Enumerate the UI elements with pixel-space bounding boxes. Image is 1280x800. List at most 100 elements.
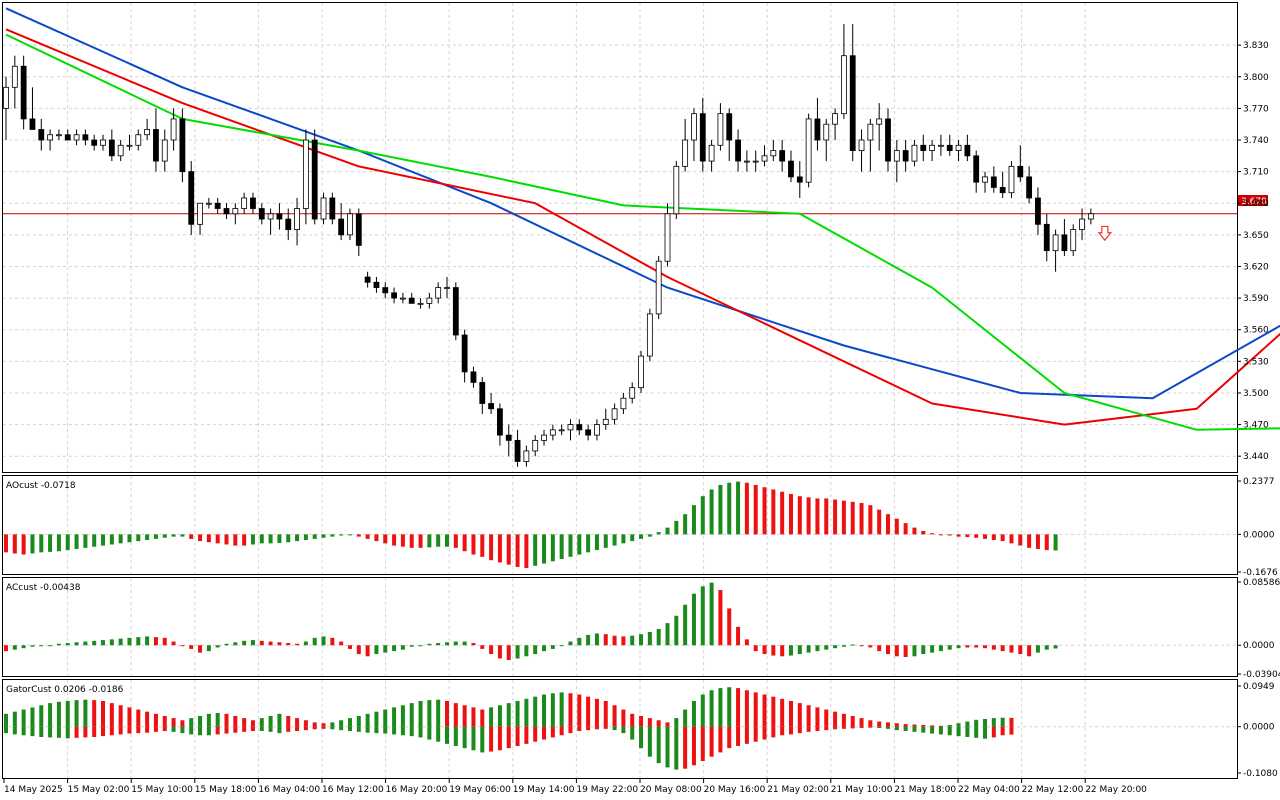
y-tick-label: 0.0949 <box>1243 682 1275 692</box>
bull-candle-body <box>673 165 680 215</box>
candle <box>188 161 195 235</box>
gator-lower-bar <box>550 726 555 738</box>
bear-candle-body <box>1026 176 1033 199</box>
bull-candle-body <box>347 213 353 236</box>
gator-lower-bar <box>965 726 970 737</box>
ao-bar <box>171 534 176 537</box>
candle <box>1079 208 1085 241</box>
bear-candle-body <box>849 55 856 151</box>
main-price-panel[interactable] <box>3 7 1280 467</box>
gator-upper-bar <box>74 700 79 727</box>
ac-bar <box>824 645 829 650</box>
candle <box>205 197 212 209</box>
bull-candle-body <box>620 397 627 410</box>
candle <box>805 113 812 188</box>
bull-candle-body <box>435 287 442 299</box>
candle <box>38 118 45 151</box>
bear-candle-body <box>461 334 468 373</box>
ac-bar <box>736 626 741 646</box>
gator-lower-bar <box>418 726 423 738</box>
candle <box>56 129 62 141</box>
ao-bar <box>824 498 829 535</box>
ac-bar <box>621 636 626 646</box>
ao-bar <box>427 534 432 548</box>
ac-bar <box>594 633 599 646</box>
candle <box>743 150 750 172</box>
ao-bar <box>74 534 79 549</box>
candle <box>153 108 159 172</box>
bear-candle-body <box>258 208 265 220</box>
x-tick-label: 22 May 04:00 <box>958 785 1020 795</box>
ao-bar <box>65 534 70 551</box>
ao-bar <box>736 481 741 535</box>
bull-candle-body <box>691 113 697 141</box>
ac-bar <box>753 645 758 652</box>
x-tick-label: 16 May 12:00 <box>322 785 384 795</box>
candle <box>135 129 142 151</box>
bear-candle-body <box>1035 197 1041 225</box>
ao-bar <box>833 499 838 535</box>
ac-bar <box>965 645 970 648</box>
candle <box>1035 187 1041 235</box>
gator-lower-bar <box>788 726 793 735</box>
bear-candle-body <box>338 218 345 236</box>
candle <box>3 76 9 141</box>
bear-candle-body <box>488 403 495 410</box>
ao-bar <box>30 534 35 554</box>
gator-upper-bar <box>568 693 573 727</box>
candle <box>347 208 353 241</box>
bear-candle-body <box>470 371 477 383</box>
ac-panel[interactable] <box>4 582 1058 660</box>
bear-candle-body <box>329 197 336 220</box>
bear-candle-body <box>188 171 195 225</box>
gator-upper-bar <box>497 705 502 727</box>
gator-lower-bar <box>841 726 846 729</box>
gator-upper-bar <box>145 711 150 727</box>
gator-lower-bar <box>718 726 723 753</box>
y-tick-label: 3.770 <box>1243 104 1269 114</box>
gator-upper-bar <box>462 705 467 727</box>
candle <box>735 129 741 172</box>
ao-bar <box>21 534 26 555</box>
candle <box>179 108 186 183</box>
gator-lower-bar <box>709 726 714 757</box>
bear-candle-body <box>1043 223 1050 252</box>
ac-bar <box>542 645 547 652</box>
x-tick-label: 15 May 10:00 <box>131 785 193 795</box>
bull-candle-body <box>682 139 689 167</box>
gator-lower-bar <box>74 726 79 738</box>
bull-candle-body <box>761 155 768 162</box>
bear-candle-body <box>999 187 1006 194</box>
ao-bar <box>683 514 688 535</box>
ma-fast-line <box>5 33 1280 431</box>
gator-upper-bar <box>356 715 361 727</box>
gator-lower-bar <box>109 726 114 736</box>
gator-lower-bar <box>250 726 255 731</box>
ao-panel[interactable] <box>4 481 1058 569</box>
sell-arrow-icon <box>1097 225 1113 242</box>
ac-bar <box>833 645 838 649</box>
ao-bar <box>453 534 458 548</box>
gator-lower-bar <box>489 726 494 752</box>
candle <box>990 166 997 193</box>
gator-lower-bar <box>400 726 405 736</box>
ac-bar <box>1027 645 1032 657</box>
ac-bar <box>744 639 749 646</box>
ac-bar <box>198 645 203 653</box>
candle <box>452 282 459 341</box>
gator-upper-bar <box>436 699 441 727</box>
gator-lower-bar <box>886 726 890 729</box>
ac-bar <box>806 645 811 653</box>
ao-bar <box>542 534 547 564</box>
ao-bar <box>647 534 652 537</box>
candle <box>841 24 847 119</box>
bear-candle-body <box>452 287 459 336</box>
gator-upper-bar <box>947 724 952 727</box>
candle <box>893 140 900 183</box>
bull-candle-body <box>294 208 300 230</box>
gator-panel[interactable] <box>4 687 1014 770</box>
candle <box>488 392 495 415</box>
ao-bar <box>594 534 599 551</box>
gator-upper-bar <box>21 709 26 727</box>
